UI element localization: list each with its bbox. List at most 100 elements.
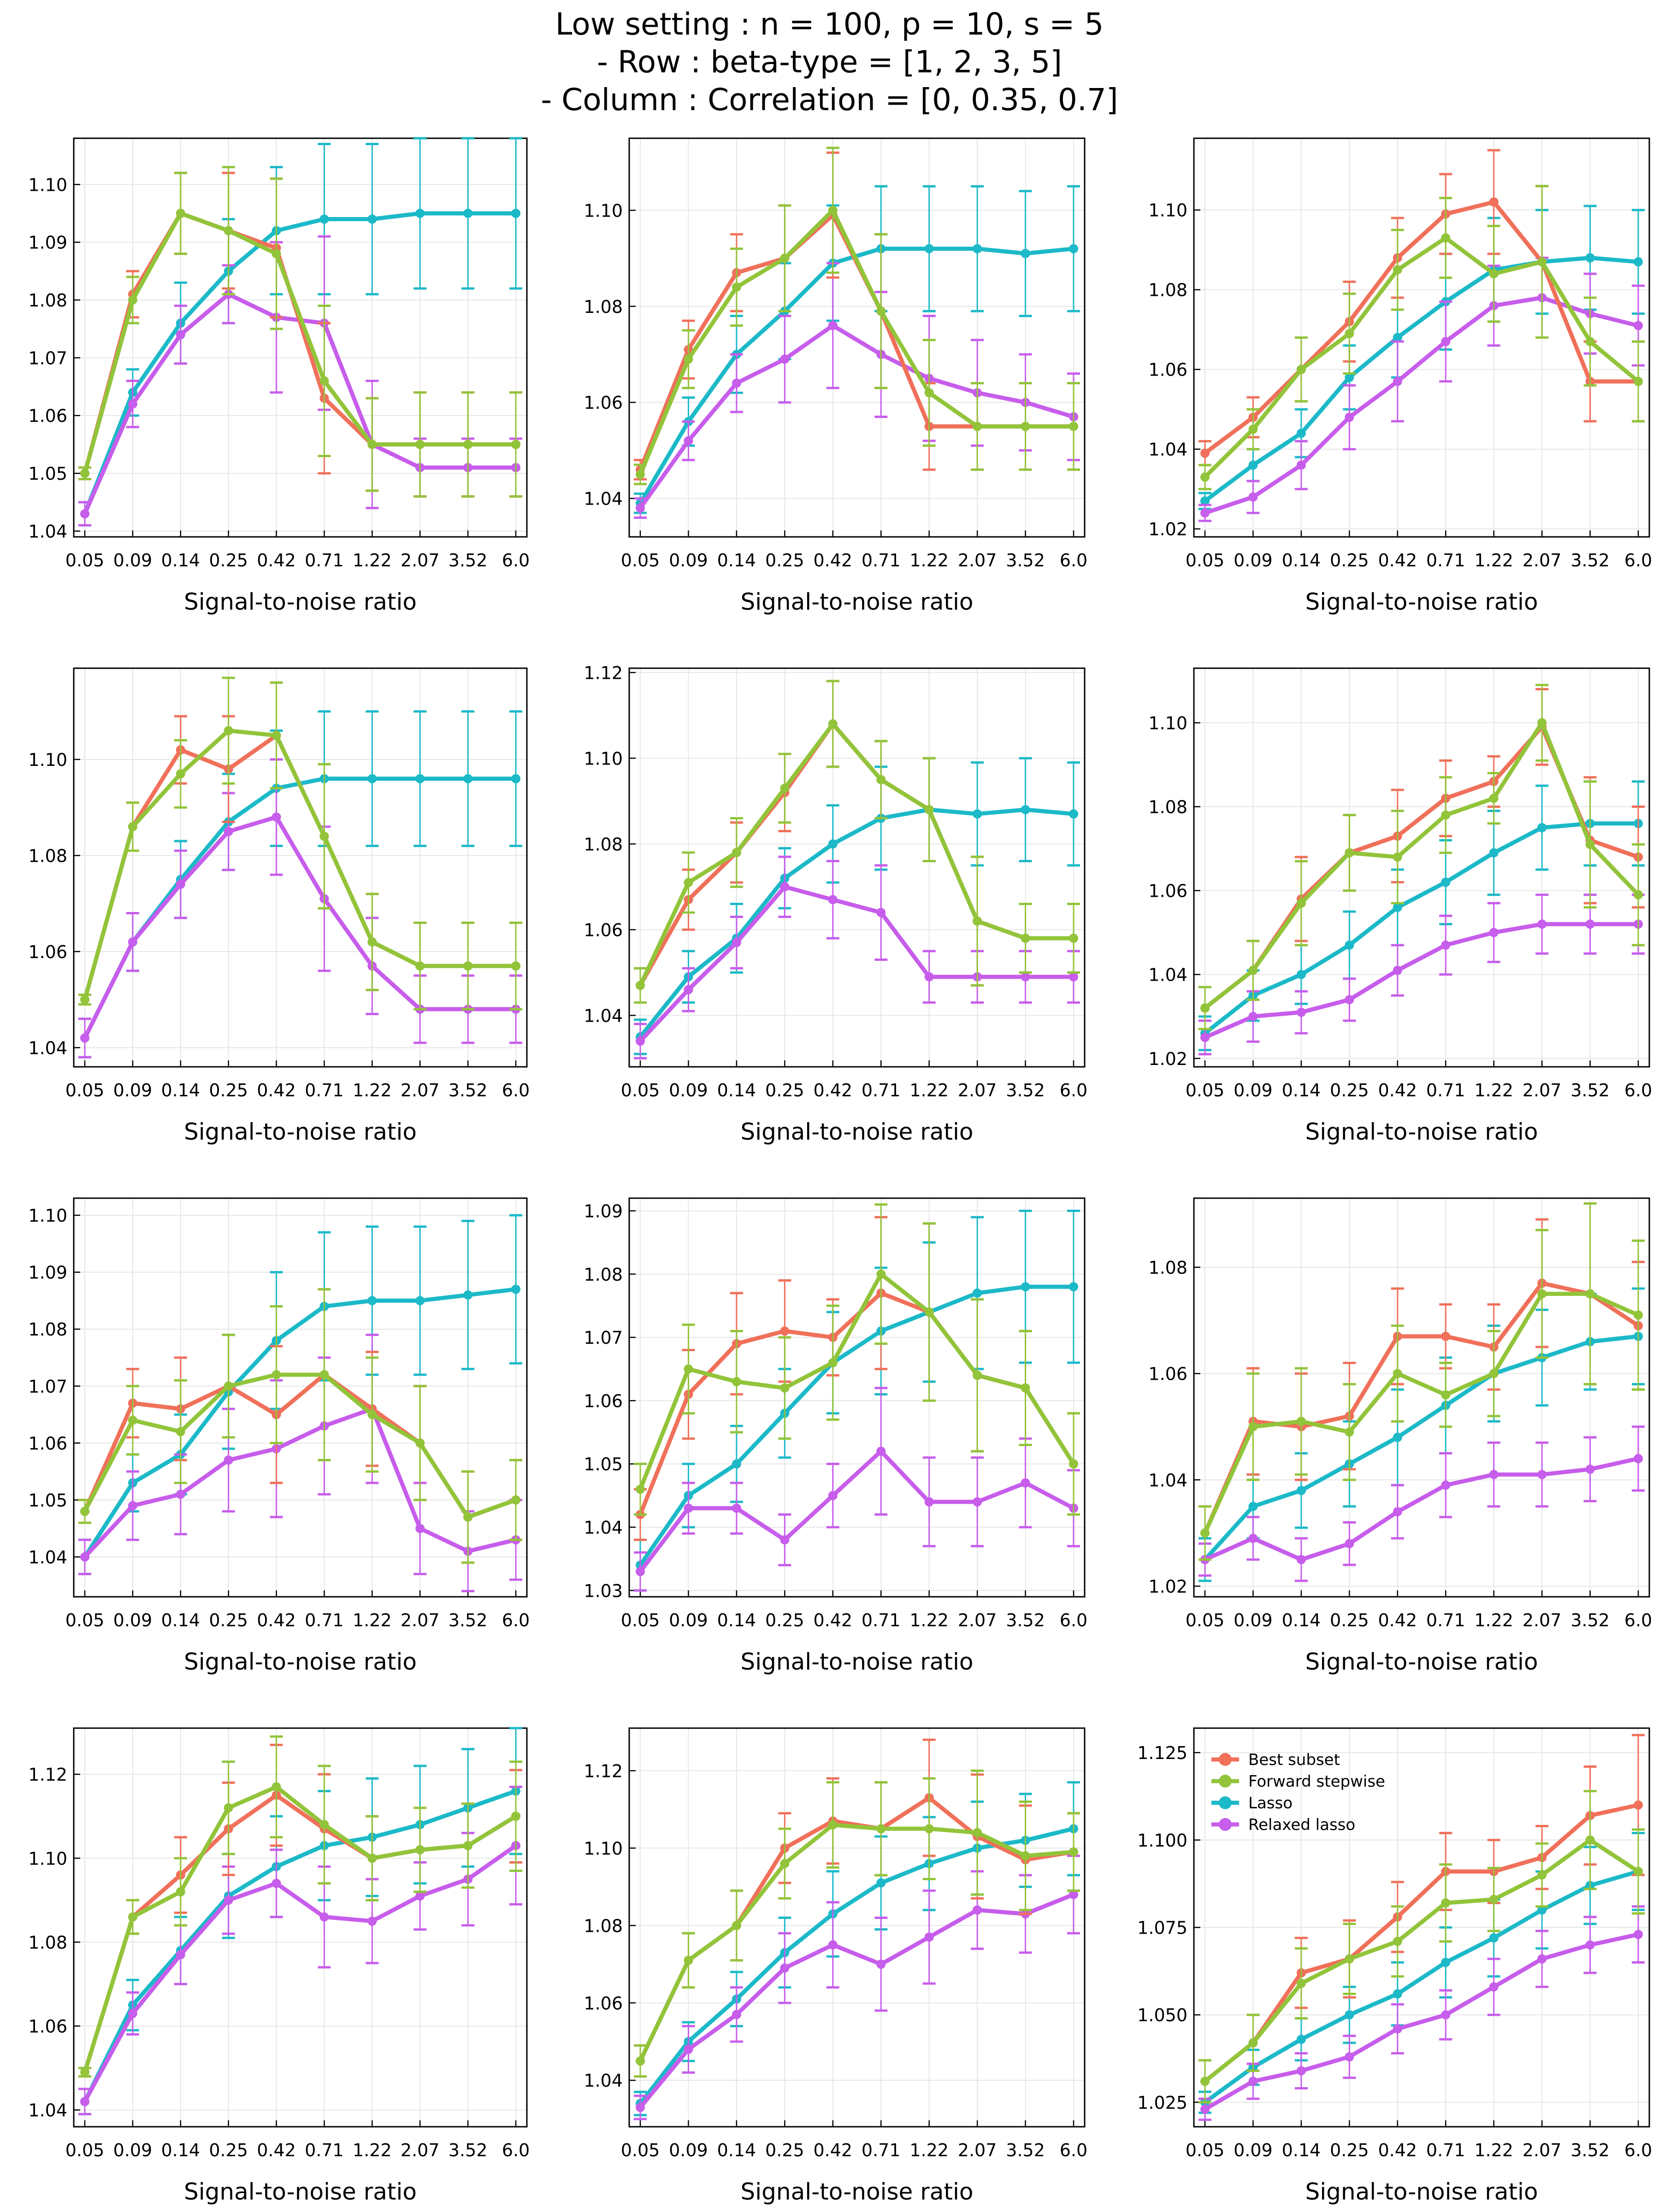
- x-tick-label: 0.71: [862, 1080, 901, 1100]
- data-point: [1069, 1282, 1078, 1292]
- data-point: [1634, 321, 1643, 330]
- series-line: [638, 1449, 1075, 1573]
- x-tick-label: 0.05: [621, 550, 660, 571]
- data-point: [973, 244, 982, 253]
- x-tick-label: 0.25: [765, 1080, 804, 1100]
- data-point: [1069, 933, 1078, 943]
- data-point: [684, 354, 693, 364]
- data-point: [1200, 2077, 1210, 2086]
- y-tick-label: 1.12: [28, 1765, 67, 1785]
- data-point: [224, 1381, 233, 1391]
- data-point: [1585, 253, 1595, 263]
- x-tick-label: 0.09: [669, 1610, 708, 1630]
- data-point: [1393, 377, 1402, 386]
- data-point: [1200, 496, 1210, 506]
- x-axis-label: Signal-to-noise ratio: [1305, 1648, 1538, 1675]
- data-point: [1634, 1867, 1643, 1877]
- series-line: [83, 1287, 516, 1558]
- series-line: [83, 1785, 517, 2073]
- x-tick-label: 6.0: [1624, 1080, 1652, 1100]
- legend-label: Lasso: [1248, 1794, 1293, 1812]
- x-tick-label: 0.05: [65, 1080, 105, 1100]
- y-tick-label: 1.10: [1148, 200, 1187, 221]
- data-point: [1296, 898, 1306, 908]
- data-point: [636, 503, 645, 513]
- x-tick-label: 0.71: [1426, 550, 1465, 571]
- x-tick-label: 0.25: [209, 1610, 248, 1630]
- data-point: [780, 1535, 790, 1545]
- series-forward-stepwise: [1198, 1202, 1645, 1561]
- data-point: [128, 1912, 137, 1922]
- y-tick-label: 1.05: [28, 1490, 67, 1511]
- data-point: [128, 937, 137, 947]
- x-tick-label: 0.71: [305, 1080, 344, 1100]
- series-best-subset: [78, 171, 522, 498]
- x-tick-label: 2.07: [958, 1610, 997, 1630]
- data-point: [732, 1503, 741, 1513]
- data-point: [1296, 1555, 1306, 1565]
- data-point: [636, 1036, 645, 1046]
- data-point: [1634, 1310, 1643, 1320]
- data-point: [511, 774, 520, 783]
- data-point: [973, 1905, 982, 1915]
- data-point: [1393, 1936, 1402, 1946]
- series-forward-stepwise: [78, 1288, 522, 1564]
- data-point: [1585, 337, 1595, 347]
- x-tick-label: 0.14: [717, 1610, 756, 1630]
- data-point: [1345, 1954, 1354, 1964]
- x-tick-label: 6.0: [1060, 2140, 1087, 2160]
- series-forward-stepwise: [1198, 683, 1645, 1030]
- y-tick-label: 1.06: [28, 1433, 67, 1453]
- series-line: [1204, 1456, 1639, 1562]
- data-point: [1248, 2038, 1258, 2047]
- series-line: [638, 884, 1074, 1043]
- series-line: [83, 1789, 517, 2103]
- x-tick-label: 3.52: [449, 2140, 488, 2160]
- y-tick-label: 1.08: [1148, 1258, 1187, 1278]
- y-tick-label: 1.10: [1148, 713, 1187, 733]
- y-tick-label: 1.06: [584, 1993, 623, 2013]
- data-point: [1248, 965, 1258, 975]
- x-tick-label: 0.14: [161, 550, 200, 571]
- data-point: [876, 1824, 886, 1834]
- series-line: [1203, 235, 1640, 479]
- series-best-subset: [634, 680, 1080, 1004]
- data-point: [684, 1955, 693, 1965]
- x-tick-label: 0.09: [669, 550, 708, 571]
- x-tick-label: 0.71: [305, 2140, 344, 2160]
- y-tick-label: 1.04: [584, 1006, 623, 1026]
- data-point: [1248, 2077, 1258, 2086]
- data-point: [1441, 1390, 1451, 1400]
- x-tick-label: 1.22: [1474, 2140, 1513, 2160]
- series-forward-stepwise: [634, 147, 1080, 485]
- series-best-subset: [1198, 1202, 1645, 1561]
- x-tick-label: 0.42: [813, 2140, 852, 2160]
- y-tick-label: 1.02: [1148, 1577, 1187, 1597]
- data-point: [1393, 2024, 1402, 2034]
- y-tick-label: 1.04: [28, 2100, 67, 2121]
- data-point: [272, 1370, 281, 1380]
- x-tick-label: 0.14: [1282, 2140, 1321, 2160]
- y-tick-label: 1.08: [584, 1916, 623, 1936]
- data-point: [1489, 928, 1499, 937]
- data-point: [128, 1501, 137, 1511]
- data-point: [780, 783, 790, 793]
- data-point: [1393, 1989, 1402, 1999]
- y-tick-label: 1.04: [28, 521, 67, 541]
- data-point: [973, 916, 982, 926]
- x-tick-label: 6.0: [1624, 550, 1652, 571]
- data-point: [973, 422, 982, 431]
- y-tick-label: 1.07: [28, 1377, 67, 1397]
- data-point: [367, 214, 377, 224]
- y-tick-label: 1.125: [1137, 1743, 1187, 1763]
- series-line: [638, 1272, 1075, 1490]
- data-point: [367, 1916, 377, 1926]
- y-tick-label: 1.04: [28, 1038, 67, 1058]
- x-tick-label: 2.07: [1523, 2140, 1562, 2160]
- data-point: [367, 774, 377, 783]
- data-point: [1393, 903, 1402, 912]
- data-point: [780, 1383, 790, 1393]
- x-tick-label: 0.14: [161, 2140, 200, 2160]
- title-line-3: - Column : Correlation = [0, 0.35, 0.7]: [541, 82, 1118, 118]
- x-tick-label: 0.42: [257, 1610, 296, 1630]
